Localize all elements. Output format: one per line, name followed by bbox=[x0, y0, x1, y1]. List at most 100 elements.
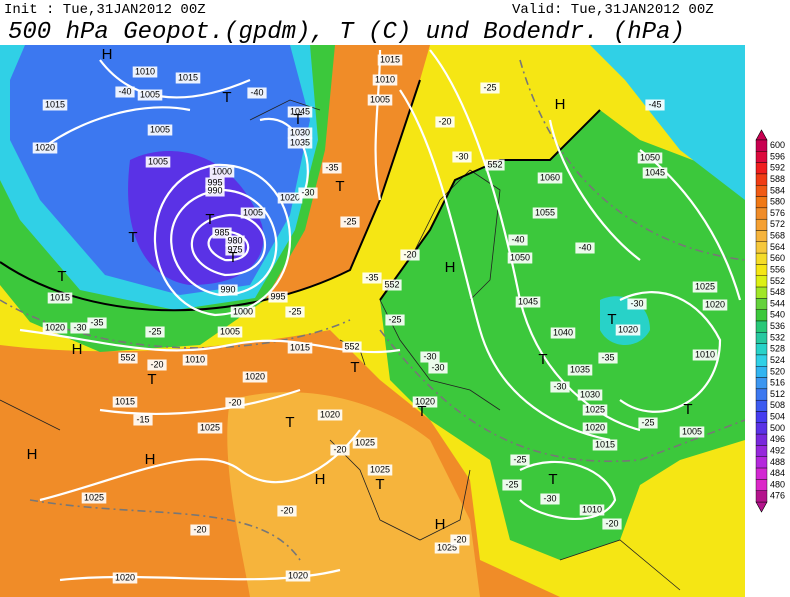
colorbar-label: 552 bbox=[770, 276, 785, 286]
label-box bbox=[638, 417, 658, 429]
label-box bbox=[602, 518, 622, 530]
contour-label: -20 bbox=[438, 116, 451, 126]
contour-label: -20 bbox=[403, 249, 416, 259]
pressure-center: T bbox=[293, 111, 302, 128]
label-box bbox=[515, 296, 541, 308]
contour-label: -40 bbox=[578, 242, 591, 252]
colorbar-swatch bbox=[755, 332, 768, 344]
label-box bbox=[212, 227, 232, 239]
contour-label: -20 bbox=[193, 524, 206, 534]
label-box bbox=[372, 74, 398, 86]
label-box bbox=[615, 324, 641, 336]
contour-label: 1060 bbox=[540, 172, 560, 182]
contour-label: 552 bbox=[487, 159, 502, 169]
contour-label: -40 bbox=[250, 87, 263, 97]
colorbar-label: 544 bbox=[770, 298, 785, 308]
contour-label: 1045 bbox=[290, 106, 310, 116]
label-box bbox=[679, 426, 705, 438]
pressure-center: H bbox=[27, 446, 38, 463]
label-box bbox=[510, 454, 530, 466]
contour-label: 1005 bbox=[150, 124, 170, 134]
contour-label: -25 bbox=[388, 314, 401, 324]
label-box bbox=[532, 207, 558, 219]
pressure-center: T bbox=[548, 471, 557, 488]
contour-label: 985 bbox=[214, 227, 229, 237]
label-box bbox=[352, 437, 378, 449]
label-box bbox=[645, 99, 665, 111]
colorbar-label: 548 bbox=[770, 287, 785, 297]
contour-label: 1025 bbox=[84, 492, 104, 502]
contour-label: -20 bbox=[228, 397, 241, 407]
label-box bbox=[702, 299, 728, 311]
contour-label: 1015 bbox=[50, 292, 70, 302]
label-box bbox=[322, 162, 342, 174]
label-box bbox=[217, 326, 243, 338]
label-box bbox=[540, 493, 560, 505]
label-box bbox=[340, 216, 360, 228]
contour-label: 995 bbox=[270, 291, 285, 301]
label-box bbox=[32, 142, 58, 154]
contour-label: 1010 bbox=[135, 66, 155, 76]
colorbar-label: 528 bbox=[770, 344, 785, 354]
contour-label: 1025 bbox=[370, 464, 390, 474]
contour-label: -35 bbox=[325, 162, 338, 172]
label-box bbox=[367, 464, 393, 476]
colorbar-label: 480 bbox=[770, 479, 785, 489]
label-box bbox=[190, 524, 210, 536]
contour-label: -30 bbox=[553, 381, 566, 391]
contour-label: -40 bbox=[511, 234, 524, 244]
colorbar-label: 524 bbox=[770, 355, 785, 365]
map bbox=[0, 45, 745, 597]
contour-label: 1020 bbox=[288, 570, 308, 580]
contour-label: -25 bbox=[343, 216, 356, 226]
contour-label: 1045 bbox=[518, 296, 538, 306]
label-box bbox=[277, 192, 303, 204]
label-box bbox=[147, 359, 167, 371]
colorbar-swatch bbox=[755, 490, 768, 503]
contour-label: -25 bbox=[641, 417, 654, 427]
colorbar-label: 564 bbox=[770, 242, 785, 252]
colorbar-label: 584 bbox=[770, 185, 785, 195]
contour-label: 1025 bbox=[200, 422, 220, 432]
pressure-center: H bbox=[102, 46, 113, 63]
colorbar-label: 572 bbox=[770, 219, 785, 229]
label-box bbox=[209, 166, 235, 178]
label-box bbox=[225, 244, 245, 256]
label-box bbox=[367, 94, 393, 106]
contour-label: 1050 bbox=[510, 252, 530, 262]
label-box bbox=[317, 409, 343, 421]
colorbar-swatch bbox=[755, 479, 768, 491]
contour-label: 1020 bbox=[35, 142, 55, 152]
colorbar-label: 516 bbox=[770, 378, 785, 388]
contour-label: 1055 bbox=[535, 207, 555, 217]
contour-label: 1030 bbox=[580, 389, 600, 399]
contour-label: 1005 bbox=[370, 94, 390, 104]
contour-label: 1020 bbox=[280, 192, 300, 202]
colorbar-label: 496 bbox=[770, 434, 785, 444]
pressure-center: T bbox=[683, 401, 692, 418]
pressure-center: T bbox=[228, 249, 237, 266]
contour-label: 1015 bbox=[380, 54, 400, 64]
contour-label: 1010 bbox=[582, 504, 602, 514]
contour-label: -30 bbox=[301, 187, 314, 197]
contour-label: 975 bbox=[227, 244, 242, 254]
colorbar-swatch bbox=[755, 399, 768, 412]
contour-label: 1025 bbox=[585, 404, 605, 414]
colorbar-end bbox=[755, 129, 768, 141]
label-box bbox=[485, 159, 505, 171]
colorbar-label: 540 bbox=[770, 310, 785, 320]
colorbar-label: 512 bbox=[770, 389, 785, 399]
colorbar-swatch bbox=[755, 151, 768, 163]
contour-label: 1025 bbox=[437, 542, 457, 552]
label-box bbox=[507, 252, 533, 264]
colorbar-swatch bbox=[755, 456, 768, 469]
pressure-center: T bbox=[128, 229, 137, 246]
map-labels: 101010151005-401005101510201005100099599… bbox=[27, 46, 728, 584]
label-box bbox=[508, 234, 528, 246]
label-box bbox=[502, 479, 522, 491]
contour-label: 990 bbox=[220, 284, 235, 294]
label-box bbox=[480, 82, 500, 94]
colorbar-label: 520 bbox=[770, 366, 785, 376]
colorbar-label: 536 bbox=[770, 321, 785, 331]
label-box bbox=[42, 99, 68, 111]
